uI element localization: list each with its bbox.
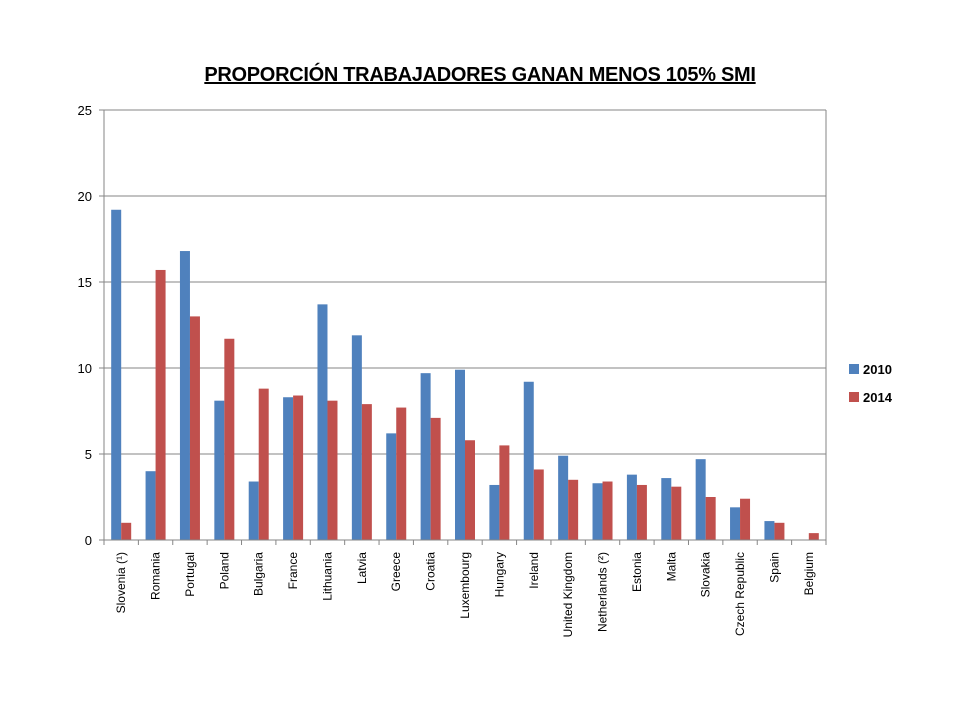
legend-swatch-2014 xyxy=(849,392,859,402)
bar-2010-1 xyxy=(145,471,156,540)
bar-2010-16 xyxy=(661,478,672,540)
y-tick-label: 10 xyxy=(78,361,92,376)
bar-2014-19 xyxy=(774,522,785,540)
bar-2010-8 xyxy=(386,433,397,540)
y-tick-label: 0 xyxy=(85,533,92,548)
bar-2014-2 xyxy=(189,316,200,540)
x-tick-label: Luxembourg xyxy=(458,552,472,619)
bar-2014-9 xyxy=(430,417,441,540)
x-tick-label: France xyxy=(286,552,300,590)
bar-2010-2 xyxy=(179,251,190,541)
axes: 0 5 10 15 20 25 Slovenia (¹) Romania Portugal Pol… xyxy=(78,103,827,637)
y-tick-label: 25 xyxy=(78,103,92,118)
x-tick-label: Latvia xyxy=(355,552,369,584)
bar-2014-0 xyxy=(121,522,132,540)
x-tick-label: Lithuania xyxy=(320,552,334,601)
bar-2014-13 xyxy=(568,479,579,540)
bar-2010-5 xyxy=(283,397,294,540)
bar-2010-6 xyxy=(317,304,328,540)
bar-2010-19 xyxy=(764,521,775,540)
x-tick-label: Croatia xyxy=(424,552,438,591)
legend-swatch-2010 xyxy=(849,364,859,374)
bar-2010-3 xyxy=(214,400,225,540)
bar-2014-20 xyxy=(808,533,819,540)
x-tick-label: Slovenia (¹) xyxy=(114,552,128,613)
x-tick-label: Hungary xyxy=(492,552,506,597)
bar-2014-16 xyxy=(671,486,682,540)
bar-2014-8 xyxy=(396,407,407,540)
x-tick-label: Malta xyxy=(664,552,678,582)
y-tick-label: 15 xyxy=(78,275,92,290)
bar-2010-13 xyxy=(558,455,569,540)
bar-2014-12 xyxy=(533,469,544,540)
chart-title: PROPORCIÓN TRABAJADORES GANAN MENOS 105%… xyxy=(204,64,756,86)
bar-2010-7 xyxy=(351,335,362,540)
bar-2014-1 xyxy=(155,269,166,540)
x-tick-label: Bulgaria xyxy=(252,552,266,596)
bar-2014-6 xyxy=(327,400,338,540)
bar-2014-14 xyxy=(602,481,613,540)
x-tick-label: Czech Republic xyxy=(733,552,747,636)
x-tick-label: Poland xyxy=(217,552,231,589)
x-tick-label: Belgium xyxy=(802,552,816,595)
bar-2010-18 xyxy=(730,507,741,540)
x-tick-label: Ireland xyxy=(527,552,541,589)
bar-2014-7 xyxy=(361,404,372,540)
bar-2014-18 xyxy=(740,498,751,540)
bar-2014-4 xyxy=(258,388,269,540)
bars xyxy=(111,209,819,541)
x-tick-label: Spain xyxy=(767,552,781,583)
bar-2014-15 xyxy=(636,484,647,540)
legend: 2010 2014 xyxy=(849,362,893,405)
x-tick-label: Netherlands (²) xyxy=(596,552,610,632)
y-tick-label: 5 xyxy=(85,447,92,462)
x-tick-label: Greece xyxy=(389,552,403,592)
x-tick-label: Estonia xyxy=(630,552,644,592)
bar-2010-12 xyxy=(523,381,534,540)
bar-2010-17 xyxy=(695,459,706,540)
bar-2010-10 xyxy=(455,369,465,540)
bar-2014-11 xyxy=(499,445,510,540)
bar-2010-0 xyxy=(111,209,122,540)
bar-2010-4 xyxy=(248,481,259,540)
bar-2014-3 xyxy=(224,338,235,540)
bar-2010-9 xyxy=(420,373,431,540)
legend-label-2014: 2014 xyxy=(863,390,893,405)
bar-2010-11 xyxy=(489,484,500,540)
bar-2014-10 xyxy=(465,440,475,540)
bar-2010-15 xyxy=(626,474,637,540)
x-tick-label: Romania xyxy=(149,552,163,600)
x-tick-label: Portugal xyxy=(183,552,197,597)
x-tick-label: United Kingdom xyxy=(561,552,575,637)
bar-2014-17 xyxy=(705,497,716,540)
bar-2014-5 xyxy=(293,395,304,540)
bar-2010-14 xyxy=(592,483,603,540)
legend-label-2010: 2010 xyxy=(863,362,892,377)
x-tick-label: Slovakia xyxy=(699,552,713,598)
y-tick-label: 20 xyxy=(78,189,92,204)
